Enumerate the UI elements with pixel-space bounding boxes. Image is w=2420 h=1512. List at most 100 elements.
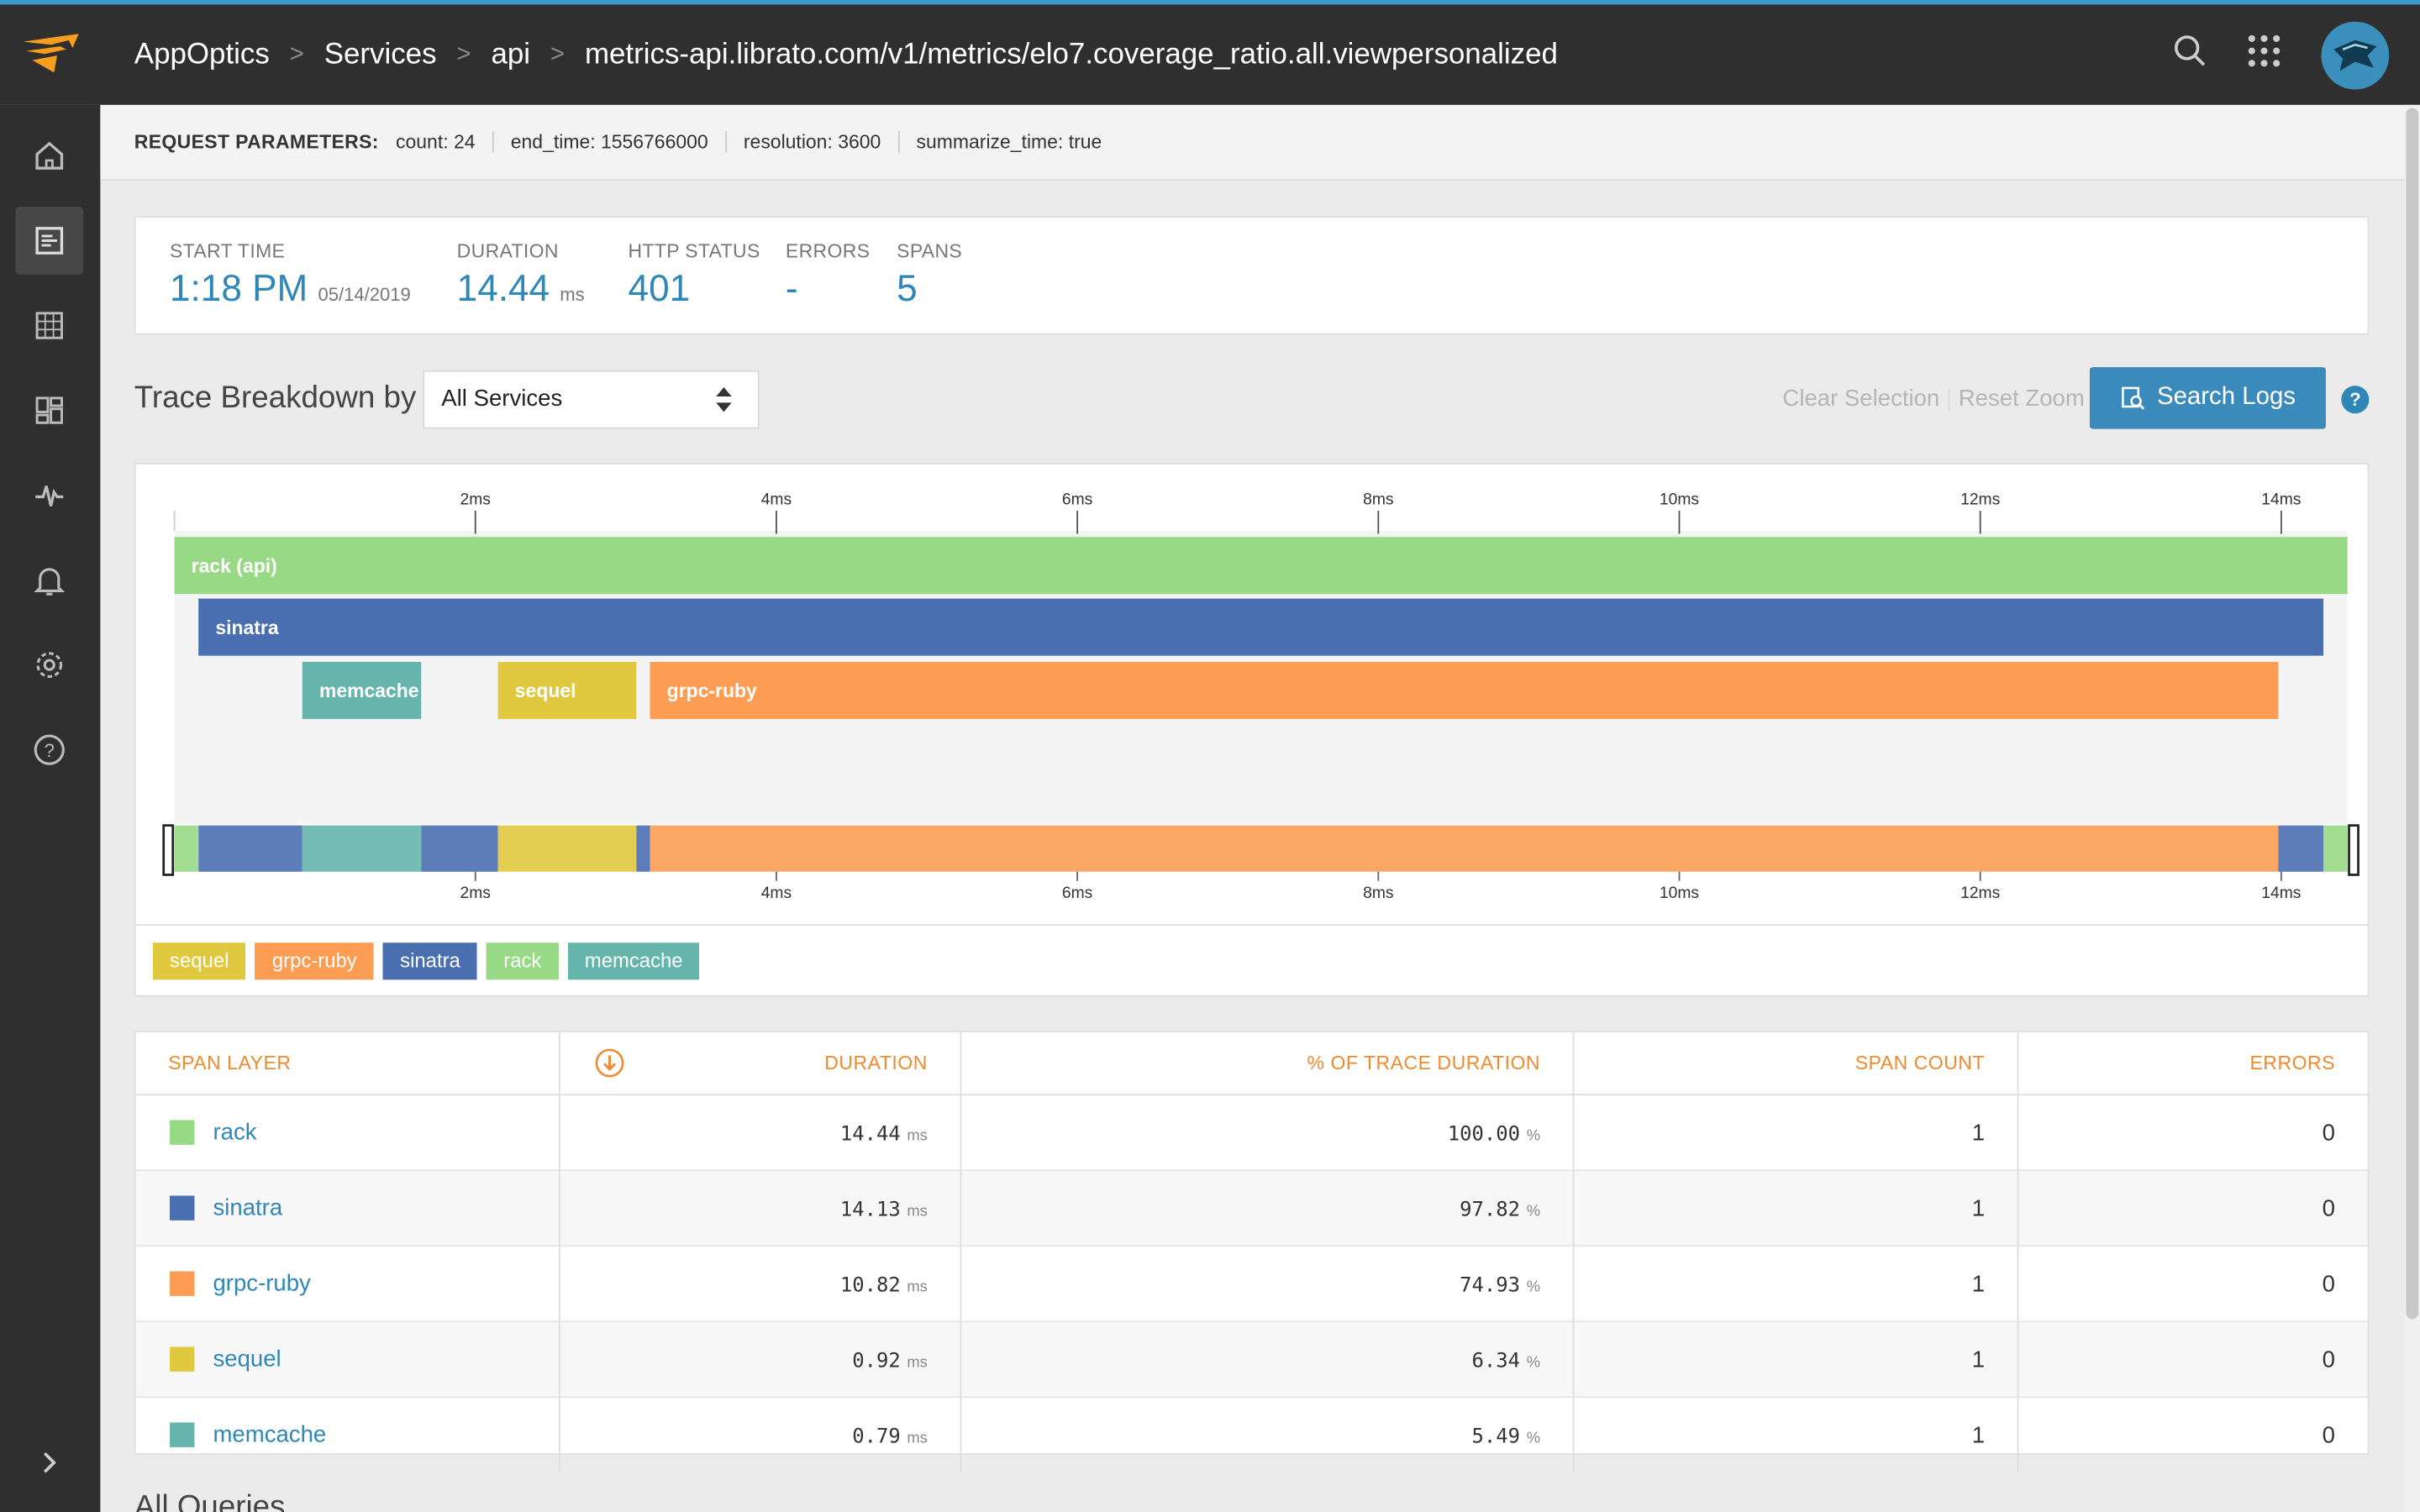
param-count: count: 24 <box>396 131 476 153</box>
span-bar-sinatra[interactable] <box>198 598 2324 656</box>
link-divider: | <box>1945 386 1953 412</box>
span-bar-rack[interactable] <box>174 537 2348 595</box>
spans-label: SPANS <box>897 240 963 263</box>
col-pct-trace[interactable]: % OF TRACE DURATION <box>960 1032 1575 1096</box>
http-status-label: HTTP STATUS <box>628 240 760 263</box>
request-parameters-bar: REQUEST PARAMETERS: count: 24 end_time: … <box>100 104 2420 181</box>
search-logs-icon <box>2121 386 2144 410</box>
spans-stat: SPANS 5 <box>897 241 962 312</box>
overview-segment-memcache <box>302 825 422 872</box>
layer-link[interactable]: grpc-ruby <box>213 1271 311 1298</box>
solarwinds-logo-icon[interactable] <box>0 5 100 105</box>
search-icon[interactable] <box>2173 34 2207 76</box>
table-row[interactable]: sequel 0.92 ms 6.34 % 1 0 <box>135 1320 2368 1398</box>
col-errors[interactable]: ERRORS <box>2018 1032 2368 1096</box>
col-span-count[interactable]: SPAN COUNT <box>1573 1032 2019 1096</box>
cell-span-layer: sequel <box>135 1320 560 1398</box>
top-axis-tick-label: 6ms <box>1062 491 1092 509</box>
chevron-right-icon: > <box>289 40 304 67</box>
search-logs-button[interactable]: Search Logs <box>2089 367 2326 429</box>
traces-icon[interactable] <box>15 207 84 275</box>
trace-gantt-svg[interactable]: 2ms 4ms 6ms 8ms 10ms 12ms 14ms rack (api) sinatr… <box>135 465 2368 927</box>
cell-span-count: 1 <box>1573 1245 2019 1322</box>
cell-span-count: 1 <box>1573 1320 2019 1398</box>
top-axis-tick-label: 2ms <box>460 491 491 509</box>
span-bar-label: grpc-ruby <box>667 680 757 701</box>
param-end-time: end_time: 1556766000 <box>492 131 725 153</box>
avatar[interactable] <box>2321 20 2390 89</box>
table-row[interactable]: grpc-ruby 10.82 ms 74.93 % 1 0 <box>135 1245 2368 1322</box>
help-icon[interactable]: ? <box>15 716 83 784</box>
reset-zoom-link[interactable]: Reset Zoom <box>1958 386 2085 412</box>
metrics-pulse-icon[interactable] <box>15 461 83 529</box>
breakdown-select[interactable]: All Services <box>423 370 760 429</box>
bottom-axis-tick-label: 12ms <box>1960 885 2000 902</box>
overview-segment-grpc-ruby <box>650 825 2279 872</box>
bottom-axis-tick-label: 6ms <box>1062 885 1092 902</box>
cell-errors: 0 <box>2018 1396 2368 1473</box>
cell-span-layer: rack <box>135 1094 560 1171</box>
span-layer-table: SPAN LAYER DURATION % OF TRACE DURATION … <box>134 1030 2370 1473</box>
trace-breakdown-title: Trace Breakdown by <box>134 381 417 416</box>
legend-chip-sequel[interactable]: sequel <box>152 942 246 980</box>
alerts-bell-icon[interactable] <box>15 546 83 614</box>
home-icon[interactable] <box>15 122 83 190</box>
apps-grid-icon[interactable] <box>2247 34 2281 76</box>
start-time-value: 1:18 PM <box>170 268 308 311</box>
legend-chip-grpc-ruby[interactable]: grpc-ruby <box>255 942 374 980</box>
table-row[interactable]: sinatra 14.13 ms 97.82 % 1 0 <box>135 1169 2368 1247</box>
top-axis-tick-label: 8ms <box>1363 491 1393 509</box>
breadcrumb-services[interactable]: Services <box>324 38 437 71</box>
trace-breakdown-chart[interactable]: 2ms 4ms 6ms 8ms 10ms 12ms 14ms rack (api) sinatr… <box>134 463 2370 997</box>
cell-span-count: 1 <box>1573 1169 2019 1247</box>
span-bar-label: sequel <box>515 680 576 701</box>
span-bar-grpc-ruby[interactable] <box>650 661 2279 719</box>
start-date-value: 05/14/2019 <box>318 283 411 306</box>
col-duration[interactable]: DURATION <box>559 1032 962 1096</box>
dashboards-icon[interactable] <box>15 376 83 444</box>
start-time-label: START TIME <box>170 240 286 263</box>
cell-duration: 10.82 ms <box>559 1245 962 1322</box>
duration-value: 14.44 <box>456 268 550 311</box>
bottom-axis-tick-label: 4ms <box>761 885 792 902</box>
range-handle-right[interactable] <box>2348 824 2360 876</box>
layer-color-swatch <box>170 1120 195 1146</box>
layer-link[interactable]: rack <box>213 1120 257 1147</box>
bottom-axis-tick-label: 14ms <box>2261 885 2301 902</box>
legend-chip-rack[interactable]: rack <box>487 942 559 980</box>
clear-selection-link[interactable]: Clear Selection <box>1782 386 1940 412</box>
top-navbar: AppOptics > Services > api > metrics-api… <box>0 4 2420 105</box>
legend-chip-sinatra[interactable]: sinatra <box>382 942 478 980</box>
grid-table-icon[interactable] <box>15 291 83 360</box>
col-span-layer[interactable]: SPAN LAYER <box>135 1032 560 1096</box>
range-handle-left[interactable] <box>162 824 175 876</box>
span-bar-sequel[interactable] <box>497 661 637 719</box>
layer-link[interactable]: memcache <box>213 1422 327 1449</box>
breadcrumb-app[interactable]: AppOptics <box>134 38 270 71</box>
cell-errors: 0 <box>2018 1169 2368 1247</box>
page-scrollbar-thumb[interactable] <box>2406 108 2419 1320</box>
cell-duration: 14.13 ms <box>559 1169 962 1247</box>
cell-duration: 14.44 ms <box>559 1094 962 1171</box>
layer-link[interactable]: sinatra <box>213 1195 283 1222</box>
expand-sidebar-icon[interactable] <box>15 1429 83 1497</box>
top-axis-tick-label: 10ms <box>1660 491 1699 509</box>
span-bar-memcache[interactable] <box>302 661 422 719</box>
top-axis-tick-label: 12ms <box>1960 491 2000 509</box>
sort-arrows-icon <box>716 387 732 412</box>
cell-pct-trace: 100.00 % <box>960 1094 1575 1171</box>
cell-span-count: 1 <box>1573 1094 2019 1171</box>
table-row[interactable]: rack 14.44 ms 100.00 % 1 0 <box>135 1094 2368 1171</box>
legend-chip-memcache[interactable]: memcache <box>567 942 700 980</box>
table-row[interactable]: memcache 0.79 ms 5.49 % 1 0 <box>135 1396 2368 1473</box>
duration-stat: DURATION 14.44 ms <box>457 241 585 312</box>
cell-errors: 0 <box>2018 1094 2368 1171</box>
breadcrumb-service[interactable]: api <box>491 38 531 71</box>
sort-desc-icon[interactable] <box>594 1047 625 1079</box>
top-axis-tick-label: 4ms <box>761 491 792 509</box>
breadcrumb: AppOptics > Services > api > metrics-api… <box>134 38 1558 71</box>
help-question-icon[interactable]: ? <box>2341 386 2370 414</box>
layer-link[interactable]: sequel <box>213 1347 281 1373</box>
bottom-axis-tick-label: 10ms <box>1660 885 1699 902</box>
settings-gear-icon[interactable] <box>15 631 83 699</box>
